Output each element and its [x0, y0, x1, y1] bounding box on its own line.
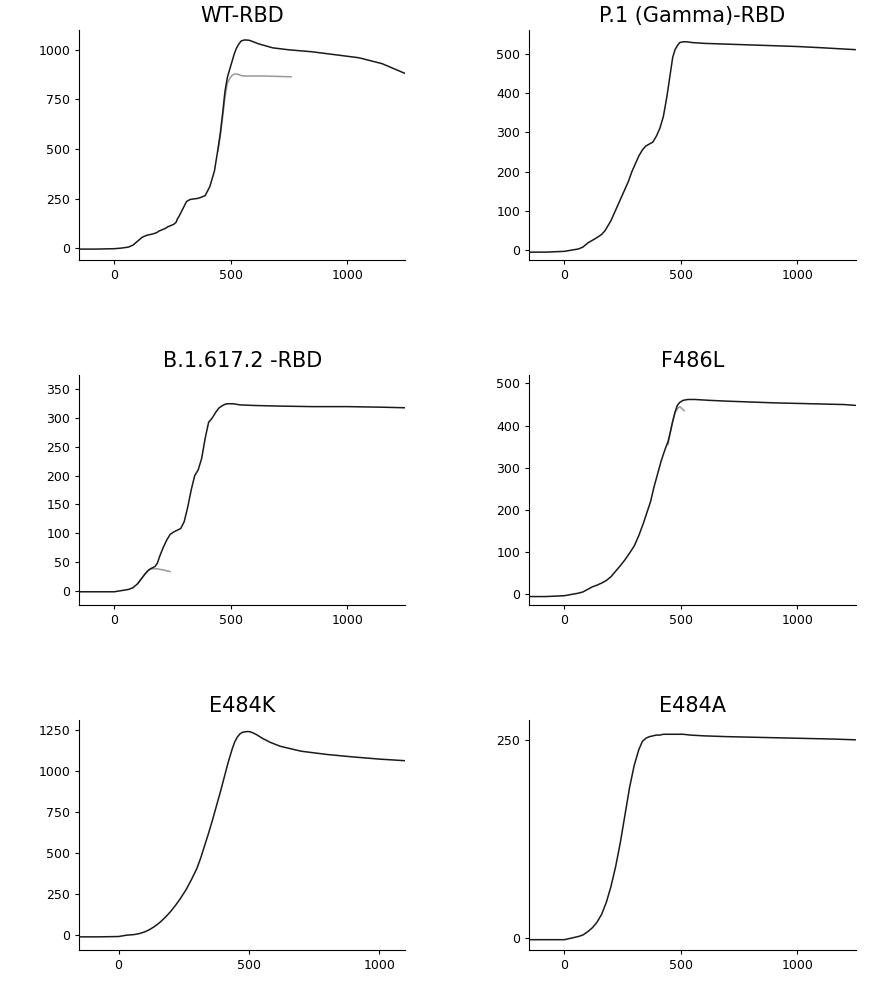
Title: F486L: F486L	[661, 351, 724, 371]
Title: E484K: E484K	[209, 696, 276, 716]
Title: WT-RBD: WT-RBD	[200, 6, 284, 26]
Title: B.1.617.2 -RBD: B.1.617.2 -RBD	[163, 351, 322, 371]
Title: P.1 (Gamma)-RBD: P.1 (Gamma)-RBD	[600, 6, 786, 26]
Title: E484A: E484A	[659, 696, 726, 716]
